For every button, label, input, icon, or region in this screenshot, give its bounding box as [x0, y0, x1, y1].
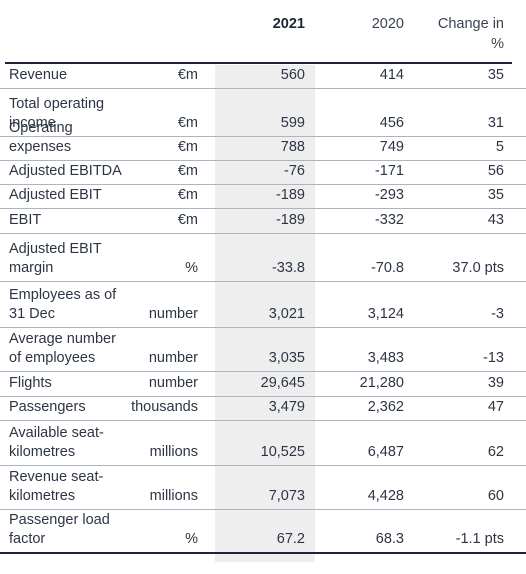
row-value-2021: -76 [284, 163, 305, 179]
row-unit: number [148, 375, 198, 391]
table-row: Passengers thousands 3,479 2,362 47 [0, 397, 526, 421]
row-value-2020: 68.3 [375, 531, 404, 547]
current-year-column-highlight [215, 65, 315, 562]
table-row: EBIT €m -189 -332 43 [0, 209, 526, 234]
row-unit: millions [149, 444, 198, 460]
table-body: Revenue €m 560 414 35 Total operating income €… [0, 65, 526, 554]
table-row: Flights number 29,645 21,280 39 [0, 372, 526, 397]
row-unit: €m [177, 139, 198, 155]
row-value-2021: 29,645 [260, 375, 305, 391]
row-value-2021: 788 [280, 139, 305, 155]
row-label: Flights [9, 375, 52, 391]
row-value-2020: 414 [379, 67, 404, 83]
row-change: -3 [491, 306, 504, 322]
header-year-2021: 2021 [272, 16, 305, 32]
row-label: EBIT [9, 212, 42, 228]
row-label: Adjusted EBIT margin [9, 241, 102, 276]
row-unit: number [148, 350, 198, 366]
header-change: Change in % [437, 16, 504, 52]
row-value-2020: -332 [374, 212, 404, 228]
table-row: Total operating income €m 599 456 31 [0, 89, 526, 137]
row-value-2021: 3,479 [268, 399, 305, 415]
table-row: Adjusted EBIT €m -189 -293 35 [0, 185, 526, 209]
row-value-2020: -293 [374, 187, 404, 203]
row-value-2021: 3,035 [268, 350, 305, 366]
row-value-2021: 10,525 [260, 444, 305, 460]
row-value-2020: 21,280 [359, 375, 404, 391]
row-value-2020: 3,483 [367, 350, 404, 366]
table-row: Adjusted EBIT margin% -33.8 -70.8 37.0 pts [0, 234, 526, 282]
header-divider [5, 62, 512, 64]
row-label: Revenue [9, 67, 68, 83]
table-row: Adjusted EBITDA €m -76 -171 56 [0, 161, 526, 185]
row-label: Passenger load factor [9, 512, 110, 547]
row-change: 60 [487, 488, 504, 504]
table-row: Average number of employees number 3,035 3,… [0, 328, 526, 372]
table-row: Employees as of 31 Dec number 3,021 3,124 -3 [0, 282, 526, 328]
row-value-2020: -70.8 [370, 260, 404, 276]
row-unit: €m [177, 115, 198, 131]
row-value-2021: 67.2 [276, 531, 305, 547]
row-label: Available seat-kilometres [9, 425, 104, 460]
row-change: 56 [487, 163, 504, 179]
row-change: 43 [487, 212, 504, 228]
row-change: 35 [487, 187, 504, 203]
table-row: Passenger load factor% 67.2 68.3 -1.1 pts [0, 510, 526, 554]
row-change: -13 [483, 350, 504, 366]
row-unit: % [185, 260, 198, 276]
row-unit: €m [177, 163, 198, 179]
table-row: Revenue €m 560 414 35 [0, 65, 526, 89]
row-label: Employees as of 31 Dec [9, 287, 117, 322]
row-unit: millions [149, 488, 198, 504]
row-change: 39 [487, 375, 504, 391]
row-value-2021: 560 [280, 67, 305, 83]
row-value-2020: 2,362 [367, 399, 404, 415]
row-unit: thousands [131, 399, 198, 415]
row-unit: €m [177, 187, 198, 203]
table-row: Operating expenses €m 788 749 5 [0, 120, 526, 161]
row-unit: €m [177, 212, 198, 228]
table-row: Revenue seat-kilometres millions 7,073 4,42… [0, 466, 526, 510]
row-change: -1.1 pts [455, 531, 504, 547]
row-value-2021: 599 [280, 115, 305, 131]
row-change: 47 [487, 399, 504, 415]
row-value-2020: 3,124 [367, 306, 404, 322]
row-label: Adjusted EBIT [9, 187, 102, 203]
row-change: 37.0 pts [452, 260, 504, 276]
row-label: Average number of employees [9, 331, 116, 366]
row-unit: % [185, 531, 198, 547]
row-unit: €m [177, 67, 198, 83]
table-row: Available seat-kilometres millions 10,525 6… [0, 421, 526, 466]
row-value-2020: 456 [379, 115, 404, 131]
row-label: Passengers [9, 399, 86, 415]
row-change: 31 [487, 115, 504, 131]
row-value-2021: 3,021 [268, 306, 305, 322]
row-label: Revenue seat-kilometres [9, 469, 104, 504]
row-value-2020: 749 [379, 139, 404, 155]
row-value-2021: -33.8 [271, 260, 305, 276]
row-label: Adjusted EBITDA [9, 163, 122, 179]
row-label: Total operating income [9, 96, 105, 131]
row-label: Operating expenses [9, 120, 73, 155]
row-value-2020: 6,487 [367, 444, 404, 460]
row-value-2021: -189 [275, 212, 305, 228]
row-value-2020: -171 [374, 163, 404, 179]
header-year-2020: 2020 [371, 16, 404, 32]
row-value-2021: -189 [275, 187, 305, 203]
row-change: 5 [495, 139, 504, 155]
row-value-2020: 4,428 [367, 488, 404, 504]
row-change: 62 [487, 444, 504, 460]
row-value-2021: 7,073 [268, 488, 305, 504]
row-unit: number [148, 306, 198, 322]
row-change: 35 [487, 67, 504, 83]
table-header: 2021 2020 Change in % [0, 0, 526, 62]
